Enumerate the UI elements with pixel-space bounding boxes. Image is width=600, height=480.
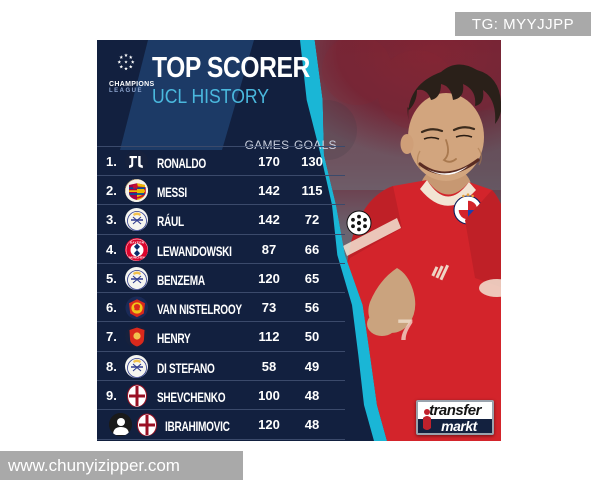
svg-text:BAYERN: BAYERN xyxy=(130,240,145,244)
svg-text:MÜNCHEN: MÜNCHEN xyxy=(129,255,146,259)
svg-text:7: 7 xyxy=(397,314,414,347)
